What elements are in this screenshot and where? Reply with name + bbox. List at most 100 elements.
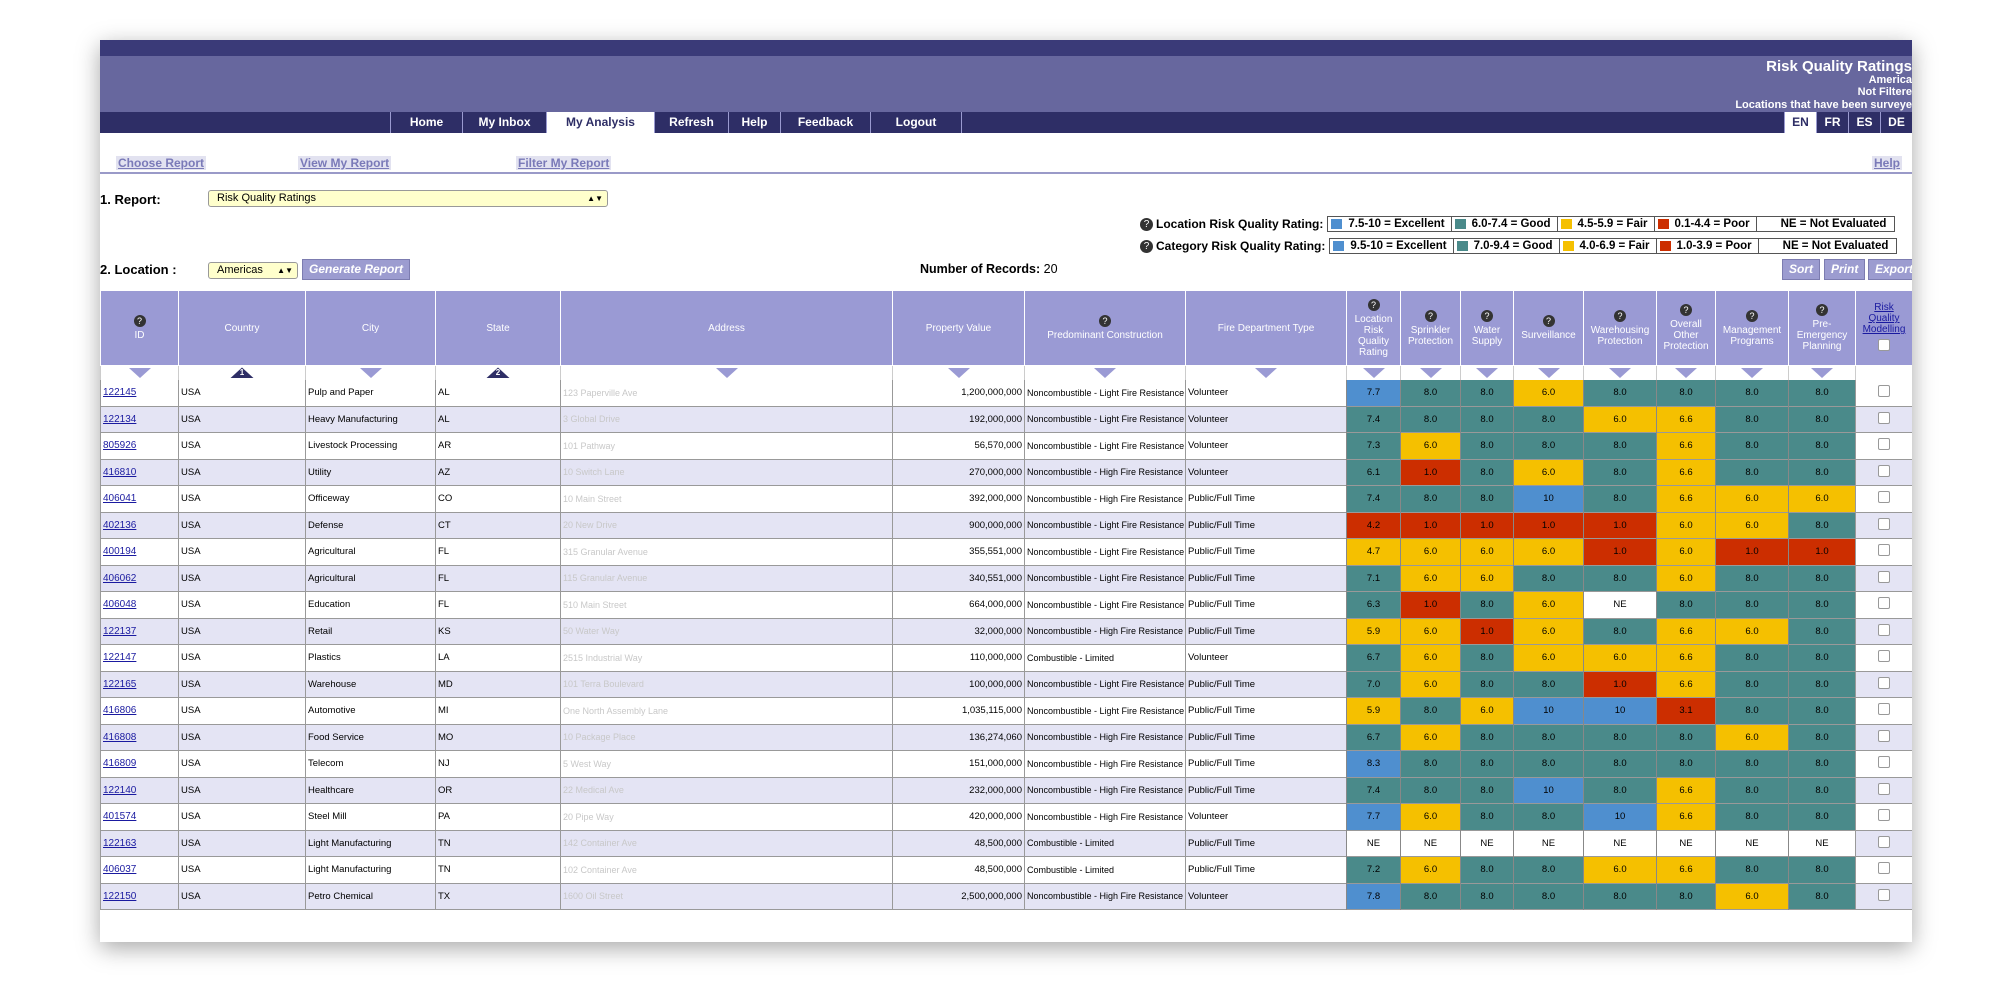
col-location-rating[interactable]: ? Location Risk Quality Rating bbox=[1346, 290, 1401, 366]
sort-button[interactable]: Sort bbox=[1782, 259, 1820, 280]
lang-en[interactable]: EN bbox=[1784, 112, 1816, 133]
location-id-link[interactable]: 122134 bbox=[103, 413, 137, 425]
sort-management[interactable] bbox=[1715, 365, 1789, 380]
row-checkbox[interactable] bbox=[1878, 411, 1891, 424]
help-icon[interactable]: ? bbox=[1140, 239, 1153, 253]
col-sprinkler[interactable]: ? Sprinkler Protection bbox=[1400, 290, 1461, 366]
sort-down-icon[interactable] bbox=[715, 367, 738, 378]
row-checkbox[interactable] bbox=[1878, 597, 1891, 610]
help-icon[interactable]: ? bbox=[1614, 309, 1626, 322]
col-fire-dept[interactable]: Fire Department Type bbox=[1185, 290, 1347, 366]
nav-my-analysis[interactable]: My Analysis bbox=[546, 112, 654, 133]
sort-state[interactable]: 2 bbox=[435, 365, 561, 380]
location-id-link[interactable]: 122140 bbox=[103, 784, 137, 796]
help-icon[interactable]: ? bbox=[1140, 217, 1153, 231]
lang-es[interactable]: ES bbox=[1848, 112, 1880, 133]
col-state[interactable]: State bbox=[435, 290, 561, 366]
nav-my-inbox[interactable]: My Inbox bbox=[462, 112, 546, 133]
filter-my-report-link[interactable]: Filter My Report bbox=[516, 156, 612, 170]
row-checkbox[interactable] bbox=[1878, 809, 1891, 822]
col-overall-other[interactable]: ? Overall Other Protection bbox=[1656, 290, 1716, 366]
help-icon[interactable]: ? bbox=[1816, 304, 1828, 316]
row-checkbox[interactable] bbox=[1878, 464, 1891, 477]
sort-value[interactable] bbox=[892, 365, 1025, 380]
row-checkbox[interactable] bbox=[1878, 676, 1891, 689]
nav-help[interactable]: Help bbox=[728, 112, 780, 133]
location-id-link[interactable]: 406041 bbox=[103, 493, 137, 505]
sort-surveillance[interactable] bbox=[1513, 365, 1584, 380]
help-icon[interactable]: ? bbox=[1099, 315, 1111, 327]
location-id-link[interactable]: 416808 bbox=[103, 731, 137, 743]
sort-down-icon[interactable] bbox=[128, 367, 151, 378]
row-checkbox[interactable] bbox=[1878, 438, 1891, 451]
location-id-link[interactable]: 406048 bbox=[103, 599, 137, 611]
sort-warehousing[interactable] bbox=[1583, 365, 1657, 380]
row-checkbox[interactable] bbox=[1878, 729, 1891, 742]
location-id-link[interactable]: 122165 bbox=[103, 678, 137, 690]
row-checkbox[interactable] bbox=[1878, 862, 1891, 875]
nav-feedback[interactable]: Feedback bbox=[780, 112, 870, 133]
help-icon[interactable]: ? bbox=[1424, 309, 1437, 322]
location-id-link[interactable]: 122145 bbox=[103, 387, 137, 399]
sort-down-icon[interactable] bbox=[1675, 367, 1697, 378]
location-id-link[interactable]: 401574 bbox=[103, 811, 137, 823]
print-button[interactable]: Print bbox=[1824, 259, 1866, 280]
col-warehousing[interactable]: ? Warehousing Protection bbox=[1583, 290, 1657, 366]
sort-sprinkler[interactable] bbox=[1400, 365, 1461, 380]
location-id-link[interactable]: 402136 bbox=[103, 519, 137, 531]
nav-logout[interactable]: Logout bbox=[870, 112, 962, 133]
sort-up-icon[interactable]: 1 bbox=[230, 367, 254, 379]
help-icon[interactable]: ? bbox=[1481, 309, 1493, 322]
sort-down-icon[interactable] bbox=[1811, 367, 1833, 378]
location-id-link[interactable]: 122163 bbox=[103, 837, 137, 849]
sort-down-icon[interactable] bbox=[359, 367, 382, 378]
select-all-checkbox[interactable] bbox=[1878, 339, 1890, 351]
nav-home[interactable]: Home bbox=[390, 112, 462, 133]
help-link[interactable]: Help bbox=[1872, 156, 1903, 170]
col-country[interactable]: Country bbox=[178, 290, 306, 366]
row-checkbox[interactable] bbox=[1878, 544, 1891, 557]
sort-down-icon[interactable] bbox=[1094, 367, 1116, 378]
col-management[interactable]: ? Management Programs bbox=[1715, 290, 1789, 366]
choose-report-link[interactable]: Choose Report bbox=[116, 156, 207, 170]
sort-down-icon[interactable] bbox=[1609, 367, 1631, 378]
row-checkbox[interactable] bbox=[1878, 888, 1891, 901]
col-city[interactable]: City bbox=[305, 290, 436, 366]
row-checkbox[interactable] bbox=[1878, 517, 1891, 530]
lang-fr[interactable]: FR bbox=[1816, 112, 1848, 133]
col-id[interactable]: ? ID bbox=[100, 290, 179, 366]
report-select[interactable]: Risk Quality Ratings ▲▼ bbox=[208, 190, 608, 207]
help-icon[interactable]: ? bbox=[1746, 309, 1758, 322]
row-checkbox[interactable] bbox=[1878, 570, 1891, 583]
sort-overall[interactable] bbox=[1656, 365, 1716, 380]
row-checkbox[interactable] bbox=[1878, 782, 1891, 795]
col-construction[interactable]: ? Predominant Construction bbox=[1024, 290, 1186, 366]
sort-down-icon[interactable] bbox=[1476, 367, 1498, 378]
row-checkbox[interactable] bbox=[1878, 385, 1891, 398]
row-checkbox[interactable] bbox=[1878, 650, 1891, 663]
export-button[interactable]: Export bbox=[1868, 259, 1912, 280]
col-property-value[interactable]: Property Value bbox=[892, 290, 1025, 366]
sort-down-icon[interactable] bbox=[1255, 367, 1277, 378]
generate-report-button[interactable]: Generate Report bbox=[302, 259, 411, 280]
sort-up-icon[interactable]: 2 bbox=[486, 367, 510, 379]
sort-id[interactable] bbox=[100, 365, 179, 380]
sort-down-icon[interactable] bbox=[1362, 367, 1385, 378]
col-pre-emergency[interactable]: ? Pre-Emergency Planning bbox=[1788, 290, 1856, 366]
location-id-link[interactable]: 122150 bbox=[103, 890, 137, 902]
sort-down-icon[interactable] bbox=[1741, 367, 1763, 378]
sort-down-icon[interactable] bbox=[947, 367, 970, 378]
sort-fire[interactable] bbox=[1185, 365, 1347, 380]
row-checkbox[interactable] bbox=[1878, 835, 1891, 848]
row-checkbox[interactable] bbox=[1878, 491, 1891, 504]
sort-city[interactable] bbox=[305, 365, 436, 380]
view-my-report-link[interactable]: View My Report bbox=[298, 156, 392, 170]
sort-construction[interactable] bbox=[1024, 365, 1186, 380]
nav-refresh[interactable]: Refresh bbox=[654, 112, 728, 133]
location-id-link[interactable]: 406037 bbox=[103, 864, 137, 876]
sort-address[interactable] bbox=[560, 365, 893, 380]
row-checkbox[interactable] bbox=[1878, 623, 1891, 636]
col-address[interactable]: Address bbox=[560, 290, 893, 366]
row-checkbox[interactable] bbox=[1878, 756, 1891, 769]
sort-preemergency[interactable] bbox=[1788, 365, 1856, 380]
